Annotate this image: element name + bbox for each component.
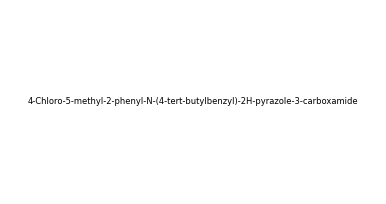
Text: 4-Chloro-5-methyl-2-phenyl-N-(4-tert-butylbenzyl)-2H-pyrazole-3-carboxamide: 4-Chloro-5-methyl-2-phenyl-N-(4-tert-but… bbox=[28, 98, 358, 106]
